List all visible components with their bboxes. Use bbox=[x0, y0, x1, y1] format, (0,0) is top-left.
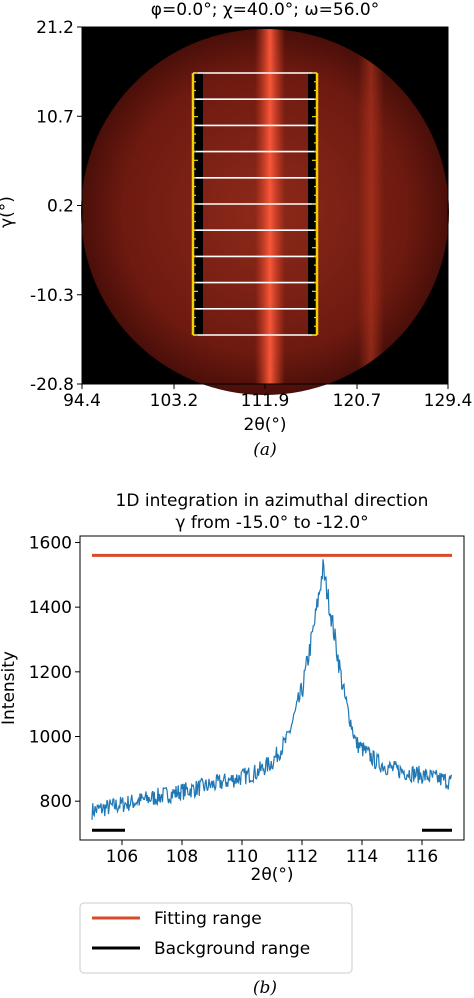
integration-x-tick-label: 116 bbox=[406, 847, 438, 867]
detector-x-tick-label: 120.7 bbox=[333, 391, 382, 411]
integration-plot-area bbox=[91, 553, 453, 832]
integration-plot-title: 1D integration in azimuthal direction bbox=[116, 491, 429, 511]
legend-box bbox=[79, 902, 353, 974]
integration-y-tick-label: 1000 bbox=[29, 728, 72, 748]
integration-y-ticks: 800 1000 1200 1400 1600 bbox=[29, 533, 80, 812]
integration-y-tick-label: 1600 bbox=[29, 533, 72, 553]
integration-x-tick-label: 106 bbox=[106, 847, 138, 867]
integration-y-tick-label: 1400 bbox=[29, 598, 72, 618]
detector-x-tick-label: 94.4 bbox=[63, 391, 101, 411]
detector-image-title: φ=0.0°; χ=40.0°; ω=56.0° bbox=[151, 0, 380, 20]
integration-x-tick-label: 112 bbox=[286, 847, 318, 867]
detector-x-ticks: 94.4 103.2 111.9 120.7 129.4 bbox=[63, 384, 472, 411]
integration-y-tick-label: 800 bbox=[40, 792, 72, 812]
integration-plot-subtitle: γ from -15.0° to -12.0° bbox=[175, 513, 368, 533]
integration-x-ticks: 106 108 110 112 114 116 bbox=[106, 840, 438, 867]
integration-x-tick-label: 108 bbox=[166, 847, 198, 867]
panel-a-caption: (a) bbox=[253, 440, 276, 460]
integration-x-tick-label: 114 bbox=[346, 847, 378, 867]
integration-y-label: Intensity bbox=[0, 651, 19, 725]
diffraction-ring bbox=[255, 29, 285, 384]
integration-plot-panel: 1D integration in azimuthal direction γ … bbox=[0, 491, 465, 998]
detector-x-tick-label: 129.4 bbox=[424, 391, 473, 411]
detector-y-tick-label: -10.3 bbox=[30, 286, 74, 306]
diffraction-ring-secondary bbox=[358, 29, 384, 384]
panel-b-caption: (b) bbox=[253, 978, 277, 998]
intensity-profile-line bbox=[91, 559, 453, 820]
detector-y-label: γ(°) bbox=[0, 196, 17, 228]
integration-y-tick-label: 1200 bbox=[29, 663, 72, 683]
detector-y-tick-label: 21.2 bbox=[36, 18, 74, 38]
detector-y-tick-label: 10.7 bbox=[36, 107, 74, 127]
detector-image-panel: φ=0.0°; χ=40.0°; ω=56.0° 94.4 103.2 111.9 1… bbox=[0, 0, 472, 460]
detector-x-tick-label: 103.2 bbox=[150, 391, 199, 411]
range-ticks bbox=[193, 72, 317, 336]
detector-y-ticks: 21.2 10.7 0.2 -10.3 -20.8 bbox=[30, 18, 82, 395]
integration-x-tick-label: 110 bbox=[226, 847, 258, 867]
integration-x-label: 2θ(°) bbox=[251, 865, 294, 885]
integration-slices bbox=[193, 72, 317, 336]
detector-x-tick-label: 111.9 bbox=[241, 391, 290, 411]
legend-background-label: Background range bbox=[154, 939, 310, 959]
detector-y-tick-label: -20.8 bbox=[30, 375, 74, 395]
legend-fitting-label: Fitting range bbox=[154, 909, 262, 929]
detector-y-tick-label: 0.2 bbox=[47, 197, 74, 217]
detector-x-label: 2θ(°) bbox=[244, 415, 287, 435]
legend: Fitting range Background range bbox=[79, 902, 353, 974]
integration-axes-frame bbox=[79, 535, 465, 841]
